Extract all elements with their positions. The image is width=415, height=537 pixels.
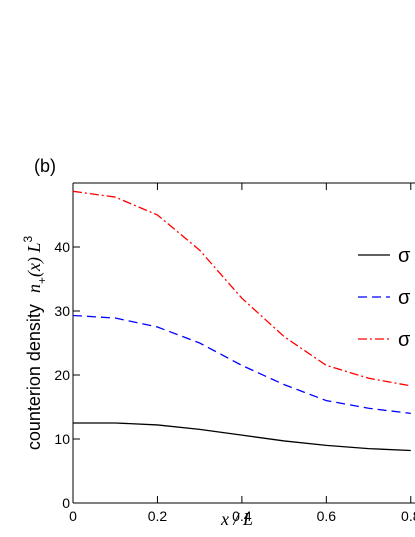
legend-label: σ [398, 329, 411, 351]
x-tick-label: 0.2 [148, 508, 168, 524]
series-line [72, 314, 411, 415]
y-tick-label: 30 [54, 303, 70, 319]
y-tick-label: 20 [54, 367, 70, 383]
x-axis-label: x / L [220, 509, 253, 529]
series-line [72, 190, 411, 387]
y-tick-label: 40 [54, 239, 70, 255]
legend-label: σ [398, 245, 411, 267]
x-tick-label: 0.6 [317, 508, 337, 524]
y-axis-label-math: (x) L [24, 243, 45, 278]
series-line [73, 422, 411, 452]
y-axis-label-subscript: + [35, 277, 49, 284]
y-axis-label: counterion density n+(x) L3 [21, 236, 49, 451]
y-axis-label-superscript: 3 [21, 236, 35, 243]
y-tick-label: 0 [62, 495, 70, 511]
legend-label: σ [398, 287, 411, 309]
panel-label: (b) [34, 156, 56, 176]
x-tick-label: 0.8 [401, 508, 415, 524]
x-tick-label: 0.4 [232, 508, 252, 524]
y-axis-label-text: counterion density [24, 304, 44, 450]
y-tick-label: 10 [54, 431, 70, 447]
x-tick-label: 0 [69, 508, 77, 524]
y-axis-label-symbol: n [24, 284, 44, 293]
